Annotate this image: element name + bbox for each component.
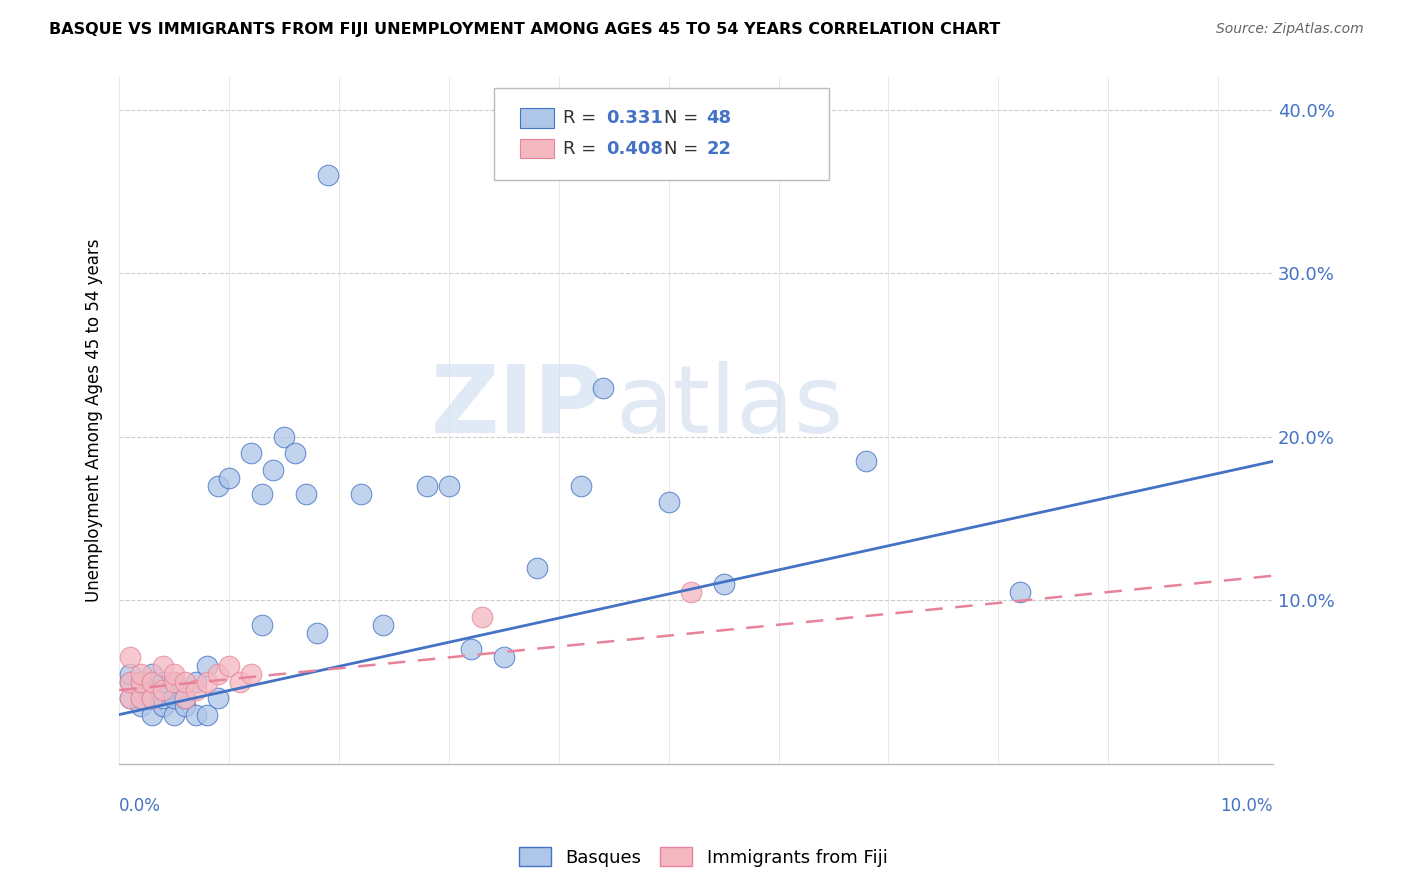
Point — [163, 707, 186, 722]
Point — [526, 560, 548, 574]
Point — [120, 674, 142, 689]
Point — [229, 674, 252, 689]
Point — [129, 674, 152, 689]
Point — [273, 430, 295, 444]
Point — [471, 609, 494, 624]
Point — [186, 707, 208, 722]
Text: N =: N = — [664, 140, 704, 158]
Point — [350, 487, 373, 501]
Text: N =: N = — [664, 109, 704, 127]
Point — [129, 666, 152, 681]
Point — [141, 707, 163, 722]
Text: BASQUE VS IMMIGRANTS FROM FIJI UNEMPLOYMENT AMONG AGES 45 TO 54 YEARS CORRELATIO: BASQUE VS IMMIGRANTS FROM FIJI UNEMPLOYM… — [49, 22, 1001, 37]
Point — [152, 658, 174, 673]
Text: ZIP: ZIP — [432, 360, 603, 453]
Point — [163, 674, 186, 689]
Point — [152, 699, 174, 714]
FancyBboxPatch shape — [520, 139, 554, 159]
Point — [120, 674, 142, 689]
Point — [679, 585, 702, 599]
Point — [129, 691, 152, 706]
Point — [195, 674, 218, 689]
Point — [284, 446, 307, 460]
Point — [207, 666, 229, 681]
Point — [186, 674, 208, 689]
Point — [141, 691, 163, 706]
Point — [129, 691, 152, 706]
Point — [295, 487, 318, 501]
Point — [174, 691, 197, 706]
Point — [174, 691, 197, 706]
Point — [658, 495, 681, 509]
Point — [120, 691, 142, 706]
Point — [592, 381, 614, 395]
Point — [460, 642, 482, 657]
Y-axis label: Unemployment Among Ages 45 to 54 years: Unemployment Among Ages 45 to 54 years — [86, 239, 103, 602]
Point — [218, 658, 240, 673]
Text: 22: 22 — [707, 140, 731, 158]
Point — [416, 479, 439, 493]
Point — [492, 650, 515, 665]
Text: 0.0%: 0.0% — [120, 797, 162, 814]
Point — [152, 674, 174, 689]
Point — [195, 707, 218, 722]
Point — [207, 691, 229, 706]
Point — [141, 674, 163, 689]
Point — [250, 617, 273, 632]
Point — [174, 699, 197, 714]
Text: 10.0%: 10.0% — [1220, 797, 1272, 814]
FancyBboxPatch shape — [520, 108, 554, 128]
Point — [307, 626, 329, 640]
Text: R =: R = — [564, 140, 602, 158]
Text: Source: ZipAtlas.com: Source: ZipAtlas.com — [1216, 22, 1364, 37]
Point — [120, 650, 142, 665]
Point — [186, 683, 208, 698]
Point — [141, 674, 163, 689]
Point — [1010, 585, 1032, 599]
Point — [174, 674, 197, 689]
Point — [163, 691, 186, 706]
Point — [129, 683, 152, 698]
Point — [120, 691, 142, 706]
Point — [371, 617, 394, 632]
Point — [152, 683, 174, 698]
Point — [218, 471, 240, 485]
Point — [152, 691, 174, 706]
Point — [240, 666, 263, 681]
Legend: Basques, Immigrants from Fiji: Basques, Immigrants from Fiji — [512, 840, 894, 874]
Point — [195, 658, 218, 673]
Point — [240, 446, 263, 460]
Text: 0.331: 0.331 — [606, 109, 664, 127]
Text: R =: R = — [564, 109, 602, 127]
Point — [163, 666, 186, 681]
Point — [129, 699, 152, 714]
Text: 48: 48 — [707, 109, 731, 127]
Point — [855, 454, 877, 468]
Point — [262, 462, 284, 476]
Text: 0.408: 0.408 — [606, 140, 664, 158]
Point — [141, 691, 163, 706]
Point — [120, 666, 142, 681]
Point — [250, 487, 273, 501]
FancyBboxPatch shape — [495, 87, 828, 180]
Point — [713, 577, 735, 591]
Point — [129, 674, 152, 689]
Point — [141, 666, 163, 681]
Point — [569, 479, 592, 493]
Point — [316, 169, 339, 183]
Text: atlas: atlas — [616, 360, 844, 453]
Point — [163, 674, 186, 689]
Point — [207, 479, 229, 493]
Point — [437, 479, 460, 493]
